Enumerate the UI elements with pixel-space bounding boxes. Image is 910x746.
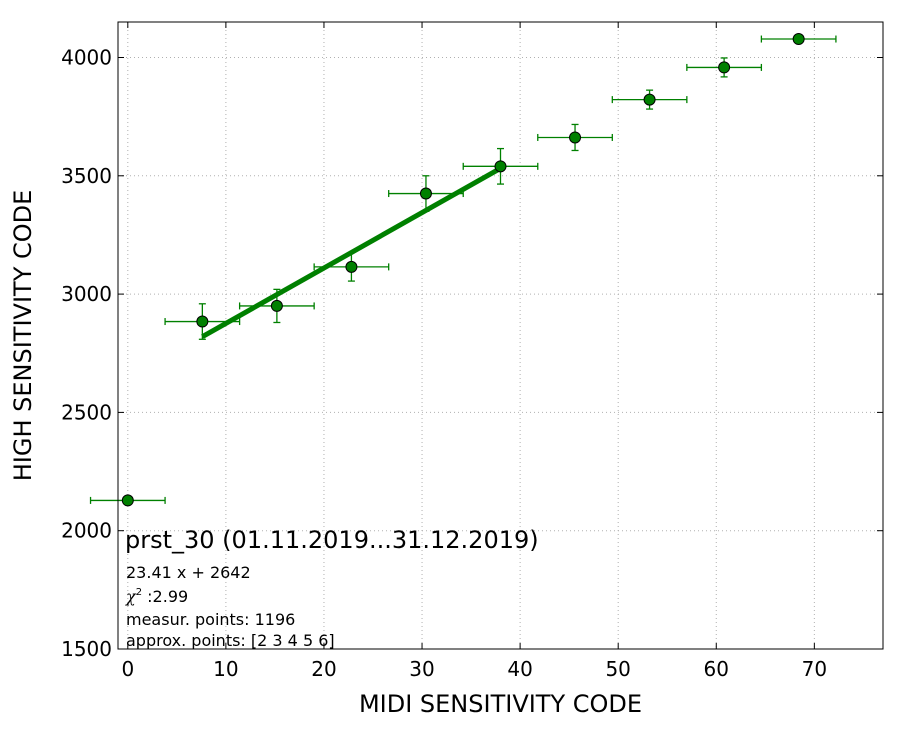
data-point-3	[270, 299, 283, 312]
annotation-equation: 23.41 x + 2642	[126, 563, 251, 582]
ticks	[118, 22, 883, 650]
x-tick-label: 60	[704, 657, 729, 681]
data-point-1	[121, 494, 134, 507]
y-tick-label: 4000	[61, 45, 112, 69]
x-tick-label: 20	[311, 657, 336, 681]
annotation-box: prst_30 (01.11.2019...31.12.2019) 23.41 …	[125, 526, 539, 650]
annotation-chi-square: χ2 :2.99	[125, 587, 188, 606]
x-axis-label: MIDI SENSITIVITY CODE	[359, 690, 642, 718]
annotation-measur-points: measur. points: 1196	[126, 610, 295, 629]
x-tick-label: 0	[121, 657, 134, 681]
x-tick-label: 10	[213, 657, 238, 681]
y-axis-label: HIGH SENSITIVITY CODE	[9, 190, 37, 482]
data-point-2	[196, 315, 209, 328]
data-points	[121, 33, 805, 507]
grid	[118, 22, 883, 650]
annotation-title: prst_30 (01.11.2019...31.12.2019)	[125, 526, 539, 554]
x-tick-label: 50	[605, 657, 630, 681]
x-tick-label: 40	[507, 657, 532, 681]
y-tick-label: 3500	[61, 164, 112, 188]
chi-exponent: 2	[136, 587, 142, 598]
data-point-8	[643, 93, 656, 106]
annotation-approx-points: approx. points: [2 3 4 5 6]	[126, 631, 335, 650]
chi-value: :2.99	[142, 587, 188, 606]
y-tick-label: 3000	[61, 282, 112, 306]
x-tick-label: 70	[802, 657, 827, 681]
y-tick-label: 2000	[61, 519, 112, 543]
x-tick-label: 30	[409, 657, 434, 681]
data-point-10	[792, 33, 805, 46]
tick-labels: 0 10 20 30 40 50 60 70 1500 2000 2500 3000 3500 4000	[61, 45, 827, 681]
data-point-5	[419, 187, 432, 200]
y-tick-label: 1500	[61, 637, 112, 661]
plot-frame	[117, 21, 884, 650]
y-tick-label: 2500	[61, 400, 112, 424]
data-point-7	[569, 131, 582, 144]
chi-symbol: χ	[125, 587, 137, 606]
data-point-9	[718, 61, 731, 74]
data-point-6	[494, 160, 507, 173]
data-point-4	[345, 260, 358, 273]
